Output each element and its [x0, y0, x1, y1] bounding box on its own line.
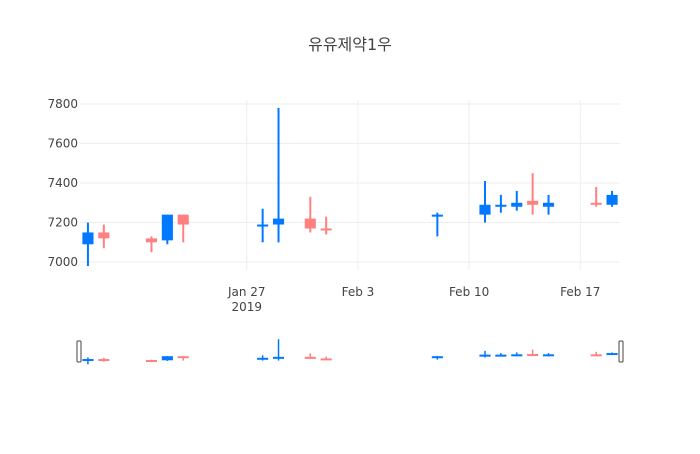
candle-body	[590, 202, 602, 205]
slider-candle-body	[431, 356, 443, 359]
candle-body	[272, 218, 285, 225]
slider-candle-body	[590, 354, 602, 357]
slider-candle-body	[527, 354, 539, 357]
candle-decreasing[interactable]	[161, 214, 173, 245]
slider-candle	[304, 353, 316, 360]
slider-candle-body	[511, 354, 523, 357]
candle-decreasing[interactable]	[511, 190, 523, 211]
candle-body	[542, 202, 555, 207]
slider-candle	[177, 356, 189, 361]
candle-decreasing[interactable]	[479, 181, 491, 223]
candle-body	[320, 228, 332, 231]
slider-candle	[606, 352, 618, 356]
candle-decreasing[interactable]	[495, 194, 507, 213]
y-tick-label: 7800	[47, 97, 78, 111]
candle-body	[98, 232, 110, 239]
slider-candle	[257, 355, 269, 361]
slider-candle	[542, 353, 555, 357]
range-slider-left-handle[interactable]	[76, 340, 82, 363]
slider-candle-body	[479, 354, 491, 357]
candle-body	[177, 214, 189, 225]
candle-decreasing[interactable]	[431, 212, 443, 237]
y-tick-label: 7600	[47, 136, 78, 150]
candle-body	[145, 238, 158, 243]
slider-candle	[161, 356, 173, 361]
candle-increasing[interactable]	[177, 214, 189, 243]
slider-candle	[431, 355, 443, 360]
slider-candle	[145, 359, 158, 363]
candle-decreasing[interactable]	[606, 190, 618, 207]
y-tick-label: 7200	[47, 216, 78, 230]
candle-body	[495, 204, 507, 207]
candle-body	[511, 202, 523, 207]
slider-candle	[98, 357, 110, 362]
candle-body	[257, 224, 269, 227]
chart-title: 유유제약1우	[308, 35, 392, 54]
candle-increasing[interactable]	[304, 196, 316, 233]
candle-increasing[interactable]	[98, 224, 110, 249]
candle-body	[431, 214, 443, 217]
slider-candle-body	[145, 359, 158, 362]
candle-decreasing[interactable]	[82, 222, 94, 267]
slider-candle	[479, 350, 491, 358]
slider-candle-body	[161, 356, 173, 361]
x-tick-label: Feb 3	[342, 285, 375, 299]
slider-candle-body	[542, 354, 555, 357]
slider-candle-body	[606, 353, 618, 356]
candle-decreasing[interactable]	[272, 107, 285, 243]
y-axis: 7000 7200 7400 7600 7800	[47, 97, 78, 269]
slider-candle	[82, 357, 94, 365]
candle-body	[606, 194, 618, 205]
slider-candle-body	[177, 356, 189, 359]
x-tick-label: Feb 17	[560, 285, 600, 299]
slider-candle-body	[320, 358, 332, 361]
candle-body	[82, 232, 94, 245]
x-tick-label: Feb 10	[449, 285, 489, 299]
slider-candle-body	[495, 354, 507, 357]
slider-candle	[320, 356, 332, 361]
y-tick-label: 7400	[47, 176, 78, 190]
candle-decreasing[interactable]	[257, 208, 269, 243]
candle-increasing[interactable]	[527, 173, 539, 215]
slider-candle-body	[98, 359, 110, 362]
candles	[82, 107, 618, 267]
range-slider[interactable]	[76, 339, 624, 365]
candle-body	[304, 218, 316, 229]
slider-candle	[272, 339, 285, 361]
slider-candle	[590, 351, 602, 357]
candle-increasing[interactable]	[590, 186, 602, 207]
candle-increasing[interactable]	[145, 236, 158, 253]
slider-candle-body	[272, 356, 285, 359]
candle-body	[527, 200, 539, 205]
slider-candle-body	[304, 356, 316, 359]
candle-body	[479, 204, 491, 215]
slider-candle	[495, 353, 507, 357]
slider-candle	[511, 352, 523, 357]
y-tick-label: 7000	[47, 255, 78, 269]
range-slider-right-handle[interactable]	[618, 340, 624, 363]
candle-increasing[interactable]	[320, 216, 332, 235]
candle-decreasing[interactable]	[542, 194, 555, 215]
slider-candle	[527, 349, 539, 357]
grid	[80, 100, 620, 270]
slider-candle-body	[257, 357, 269, 360]
candle-body	[161, 214, 173, 241]
slider-candle-body	[82, 359, 94, 362]
x-tick-sublabel: 2019	[231, 300, 262, 314]
x-tick-label: Jan 27	[227, 285, 266, 299]
